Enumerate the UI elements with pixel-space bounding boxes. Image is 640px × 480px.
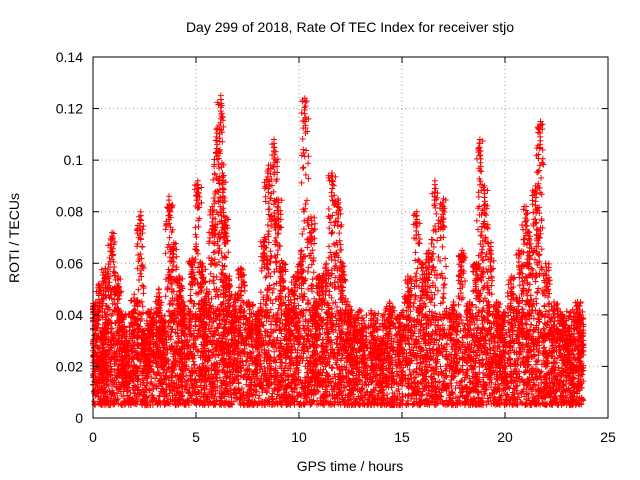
- data-point: [142, 385, 149, 392]
- data-point: [140, 222, 147, 229]
- data-point: [356, 401, 363, 408]
- data-point: [109, 325, 116, 332]
- data-point: [407, 371, 414, 378]
- data-point: [139, 282, 146, 289]
- data-point: [140, 290, 147, 297]
- data-point: [111, 269, 118, 276]
- data-point: [114, 300, 121, 307]
- data-point: [320, 390, 327, 397]
- data-point: [576, 394, 583, 401]
- data-point: [351, 395, 358, 402]
- data-point: [333, 340, 340, 347]
- data-point: [265, 340, 272, 347]
- data-points: [90, 92, 587, 409]
- data-point: [242, 358, 249, 365]
- data-point: [218, 379, 225, 386]
- data-point: [169, 392, 176, 399]
- data-point: [269, 390, 276, 397]
- data-point: [171, 339, 178, 346]
- data-point: [274, 334, 281, 341]
- data-point: [140, 283, 147, 290]
- data-point: [166, 383, 173, 390]
- data-point: [433, 313, 440, 320]
- data-point: [449, 389, 456, 396]
- data-point: [319, 401, 326, 408]
- data-point: [563, 308, 570, 315]
- data-point: [266, 385, 273, 392]
- data-point: [462, 395, 469, 402]
- data-point: [333, 391, 340, 398]
- data-point: [356, 321, 363, 328]
- data-point: [135, 286, 142, 293]
- data-point: [318, 343, 325, 350]
- data-point: [137, 270, 144, 277]
- data-point: [452, 385, 459, 392]
- data-point: [305, 348, 312, 355]
- data-point: [415, 389, 422, 396]
- data-point: [124, 392, 131, 399]
- data-point: [555, 382, 562, 389]
- data-point: [540, 325, 547, 332]
- data-point: [329, 345, 336, 352]
- chart-title: Day 299 of 2018, Rate Of TEC Index for r…: [186, 19, 514, 35]
- data-point: [452, 394, 459, 401]
- data-point: [381, 402, 388, 409]
- data-point: [139, 303, 146, 310]
- data-point: [339, 321, 346, 328]
- data-point: [482, 386, 489, 393]
- data-point: [368, 311, 375, 318]
- data-point: [139, 243, 146, 250]
- data-point: [183, 372, 190, 379]
- data-point: [407, 371, 414, 378]
- data-point: [377, 323, 384, 330]
- data-point: [392, 357, 399, 364]
- data-point: [523, 400, 530, 407]
- data-point: [278, 312, 285, 319]
- data-point: [569, 341, 576, 348]
- data-point: [228, 386, 235, 393]
- data-point: [237, 390, 244, 397]
- data-point: [191, 361, 198, 368]
- data-point: [127, 389, 134, 396]
- data-point: [513, 387, 520, 394]
- data-point: [156, 392, 163, 399]
- data-point: [402, 372, 409, 379]
- data-point: [432, 310, 439, 317]
